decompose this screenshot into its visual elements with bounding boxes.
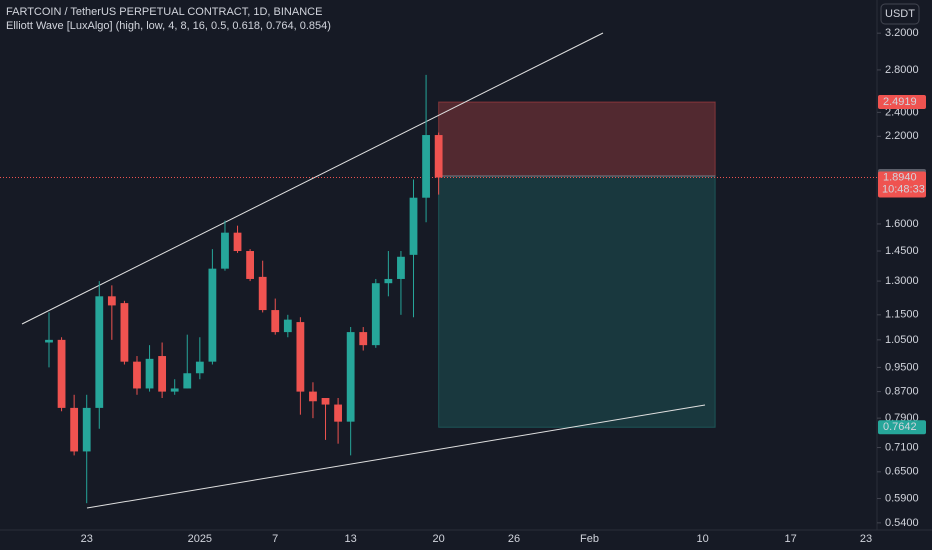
upper-trendline: [21, 32, 604, 325]
x-tick-label: 2025: [188, 533, 212, 545]
stop-zone: [438, 101, 716, 177]
y-tick-label: 0.5400: [885, 517, 919, 529]
candle-body: [233, 232, 242, 252]
y-tick-label: 1.3000: [885, 275, 919, 287]
candle-body: [271, 310, 280, 333]
lower-trendline: [86, 404, 706, 509]
candle-body: [309, 391, 317, 402]
x-tick-label: 13: [345, 533, 357, 545]
x-tick-label: 23: [860, 533, 872, 545]
target-label: 0.7642: [883, 421, 917, 433]
currency-button[interactable]: [880, 3, 920, 25]
candle-body: [82, 407, 91, 452]
candle-body: [70, 407, 79, 452]
y-tick-label: 2.2000: [885, 130, 919, 142]
x-tick-label: 10: [696, 533, 708, 545]
candle-body: [221, 232, 229, 269]
currency-label[interactable]: USDT: [885, 8, 915, 20]
candle-body: [170, 388, 179, 392]
last-price-bg: [878, 171, 926, 198]
y-tick-label: 1.6000: [885, 218, 919, 230]
candle-body: [334, 404, 342, 422]
indicator-label: Elliott Wave [LuxAlgo] (high, low, 4, 8,…: [6, 20, 331, 32]
target-label-bg: [878, 420, 926, 435]
candle-body: [296, 322, 305, 392]
candle-body: [246, 251, 255, 279]
candle-body: [346, 332, 355, 422]
y-tick-label: 1.4500: [885, 245, 919, 257]
x-tick-label: 26: [508, 533, 520, 545]
candle-body: [371, 283, 380, 346]
candle-body: [208, 268, 217, 362]
candle-body: [384, 278, 393, 284]
candle-body: [359, 332, 368, 346]
candle-body: [258, 276, 267, 311]
candle-body: [107, 296, 116, 306]
candle-body: [283, 319, 292, 333]
y-tick-label: 0.5900: [885, 492, 919, 504]
candle-body: [95, 296, 104, 408]
candle-body: [133, 361, 141, 389]
y-tick-label: 3.2000: [885, 27, 919, 39]
candle-body: [409, 197, 418, 255]
y-tick-label: 0.7100: [885, 441, 919, 453]
stop-label-bg: [878, 95, 926, 110]
candle-body: [422, 135, 430, 198]
y-tick-label: 2.8000: [885, 64, 919, 76]
x-tick-label: 17: [784, 533, 796, 545]
stop-label: 2.4919: [883, 96, 917, 108]
y-tick-label: 1.1500: [885, 309, 919, 321]
y-tick-label: 1.0500: [885, 334, 919, 346]
candle-body: [57, 339, 66, 408]
countdown-label: 10:48:33: [882, 183, 925, 195]
candle-body: [183, 373, 192, 389]
candle-body: [158, 356, 167, 392]
x-tick-label: Feb: [580, 533, 599, 545]
y-tick-label: 0.8700: [885, 386, 919, 398]
candle-body: [120, 303, 129, 362]
x-tick-label: 23: [81, 533, 93, 545]
x-tick-label: 7: [272, 533, 278, 545]
y-tick-label: 0.6500: [885, 466, 919, 478]
candle-body: [195, 361, 204, 374]
target-zone: [438, 175, 716, 428]
x-tick-label: 20: [433, 533, 445, 545]
candle-body: [45, 339, 53, 343]
chart-title: FARTCOIN / TetherUS PERPETUAL CONTRACT, …: [6, 6, 322, 18]
candle-body: [434, 135, 443, 178]
y-tick-label: 2.4000: [885, 106, 919, 118]
y-tick-label: 0.9500: [885, 361, 919, 373]
candle-body: [397, 256, 405, 279]
candle-body: [145, 358, 154, 389]
last-price-label: 1.8940: [883, 171, 917, 183]
candle-body: [321, 398, 330, 405]
